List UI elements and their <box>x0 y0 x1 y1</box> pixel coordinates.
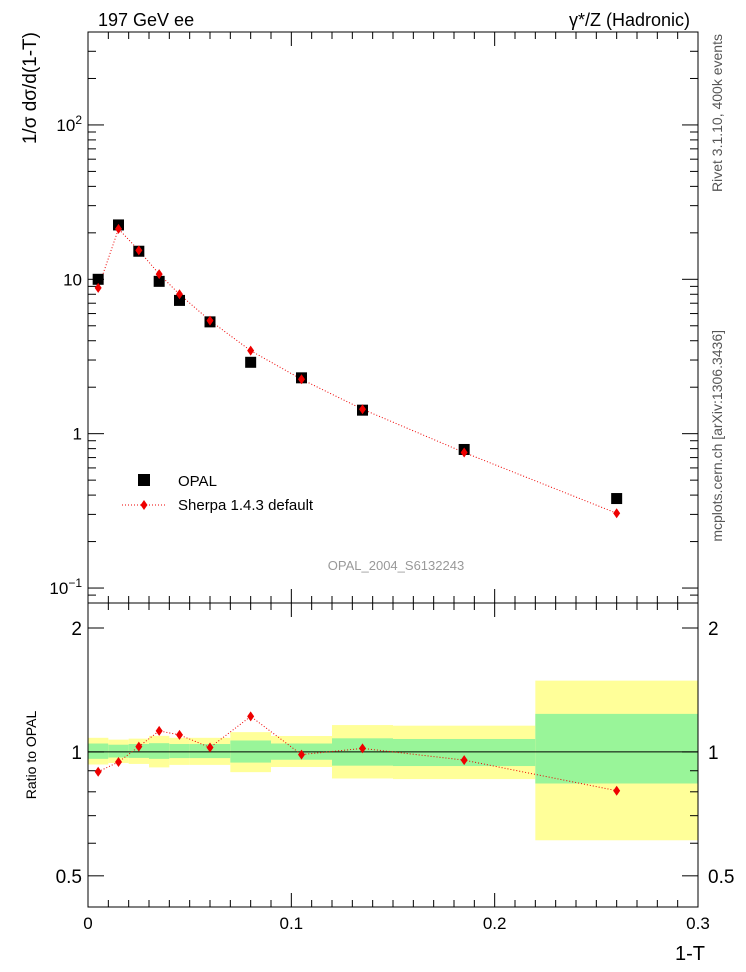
analysis-watermark: OPAL_2004_S6132243 <box>328 558 464 573</box>
upper-plot-frame <box>87 31 699 604</box>
opal-point-0 <box>92 273 104 285</box>
legend-marker-opal <box>138 474 150 486</box>
mc-point-7 <box>298 374 305 385</box>
ratio-point-7 <box>298 749 305 760</box>
ratio-point-1 <box>115 757 122 768</box>
ratio-point-5 <box>206 742 214 753</box>
x-tick-label: 0.2 <box>483 914 507 933</box>
ratio-point-9 <box>460 755 468 766</box>
lower-y-tick-label-left: 1 <box>71 743 82 764</box>
x-tick-label: 0 <box>83 914 92 933</box>
legend-label-mc: Sherpa 1.4.3 default <box>178 497 314 514</box>
mc-point-4 <box>176 289 183 300</box>
x-tick-label: 0.3 <box>686 914 710 933</box>
opal-point-10 <box>611 493 623 505</box>
lower-y-tick-label-left: 2 <box>71 619 82 640</box>
legend-label-opal: OPAL <box>178 473 217 490</box>
mc-point-2 <box>135 245 143 256</box>
upper-y-axis-label: 1/σ dσ/d(1-T) <box>20 32 41 144</box>
x-axis-label: 1-T <box>675 943 705 965</box>
mc-point-3 <box>155 269 163 280</box>
lower-y-tick-label-right: 0.5 <box>708 867 734 888</box>
ratio-point-0 <box>94 766 102 777</box>
ratio-point-8 <box>359 743 366 754</box>
lower-y-axis-label: Ratio to OPAL <box>23 711 39 800</box>
upper-y-tick-label: 102 <box>56 113 82 135</box>
lower-y-tick-label-right: 1 <box>708 743 719 764</box>
mc-point-8 <box>359 404 366 415</box>
upper-y-tick-label: 1 <box>73 425 82 444</box>
mc-point-6 <box>247 345 255 356</box>
ratio-point-10 <box>613 785 621 796</box>
ratio-point-2 <box>135 741 143 752</box>
opal-point-6 <box>245 356 257 368</box>
lower-y-tick-label-right: 2 <box>708 619 719 640</box>
ratio-point-6 <box>247 711 255 722</box>
ratio-line <box>97 715 617 792</box>
header-process-label: γ*/Z (Hadronic) <box>569 10 690 30</box>
ratio-band-inner-0 <box>88 743 109 759</box>
upper-y-tick-label: 10 <box>63 270 82 289</box>
mc-point-0 <box>94 282 102 293</box>
legend-marker-mc <box>140 500 148 510</box>
ratio-band-inner-3 <box>149 743 170 759</box>
mc-line-upper <box>97 227 617 514</box>
opal-point-3 <box>153 275 165 287</box>
legend: OPAL Sherpa 1.4.3 default <box>122 473 314 514</box>
ratio-band-inner-10 <box>535 713 698 784</box>
mcplots-source-label: mcplots.cern.ch [arXiv:1306.3436] <box>709 330 725 542</box>
mc-point-5 <box>206 315 214 326</box>
header-energy-label: 197 GeV ee <box>98 10 194 30</box>
upper-y-tick-label: 10−1 <box>49 576 82 598</box>
lower-y-tick-label-left: 0.5 <box>56 867 82 888</box>
mc-point-10 <box>613 508 621 519</box>
mc-point-9 <box>460 447 468 458</box>
ratio-point-4 <box>176 729 183 740</box>
opal-point-4 <box>174 294 185 306</box>
mc-point-1 <box>115 223 122 234</box>
ratio-band-inner-1 <box>108 744 129 758</box>
ratio-point-3 <box>155 725 163 736</box>
rivet-version-label: Rivet 3.1.10, 400k events <box>709 34 725 192</box>
x-tick-label: 0.1 <box>280 914 304 933</box>
ratio-band-inner-4 <box>169 744 190 759</box>
